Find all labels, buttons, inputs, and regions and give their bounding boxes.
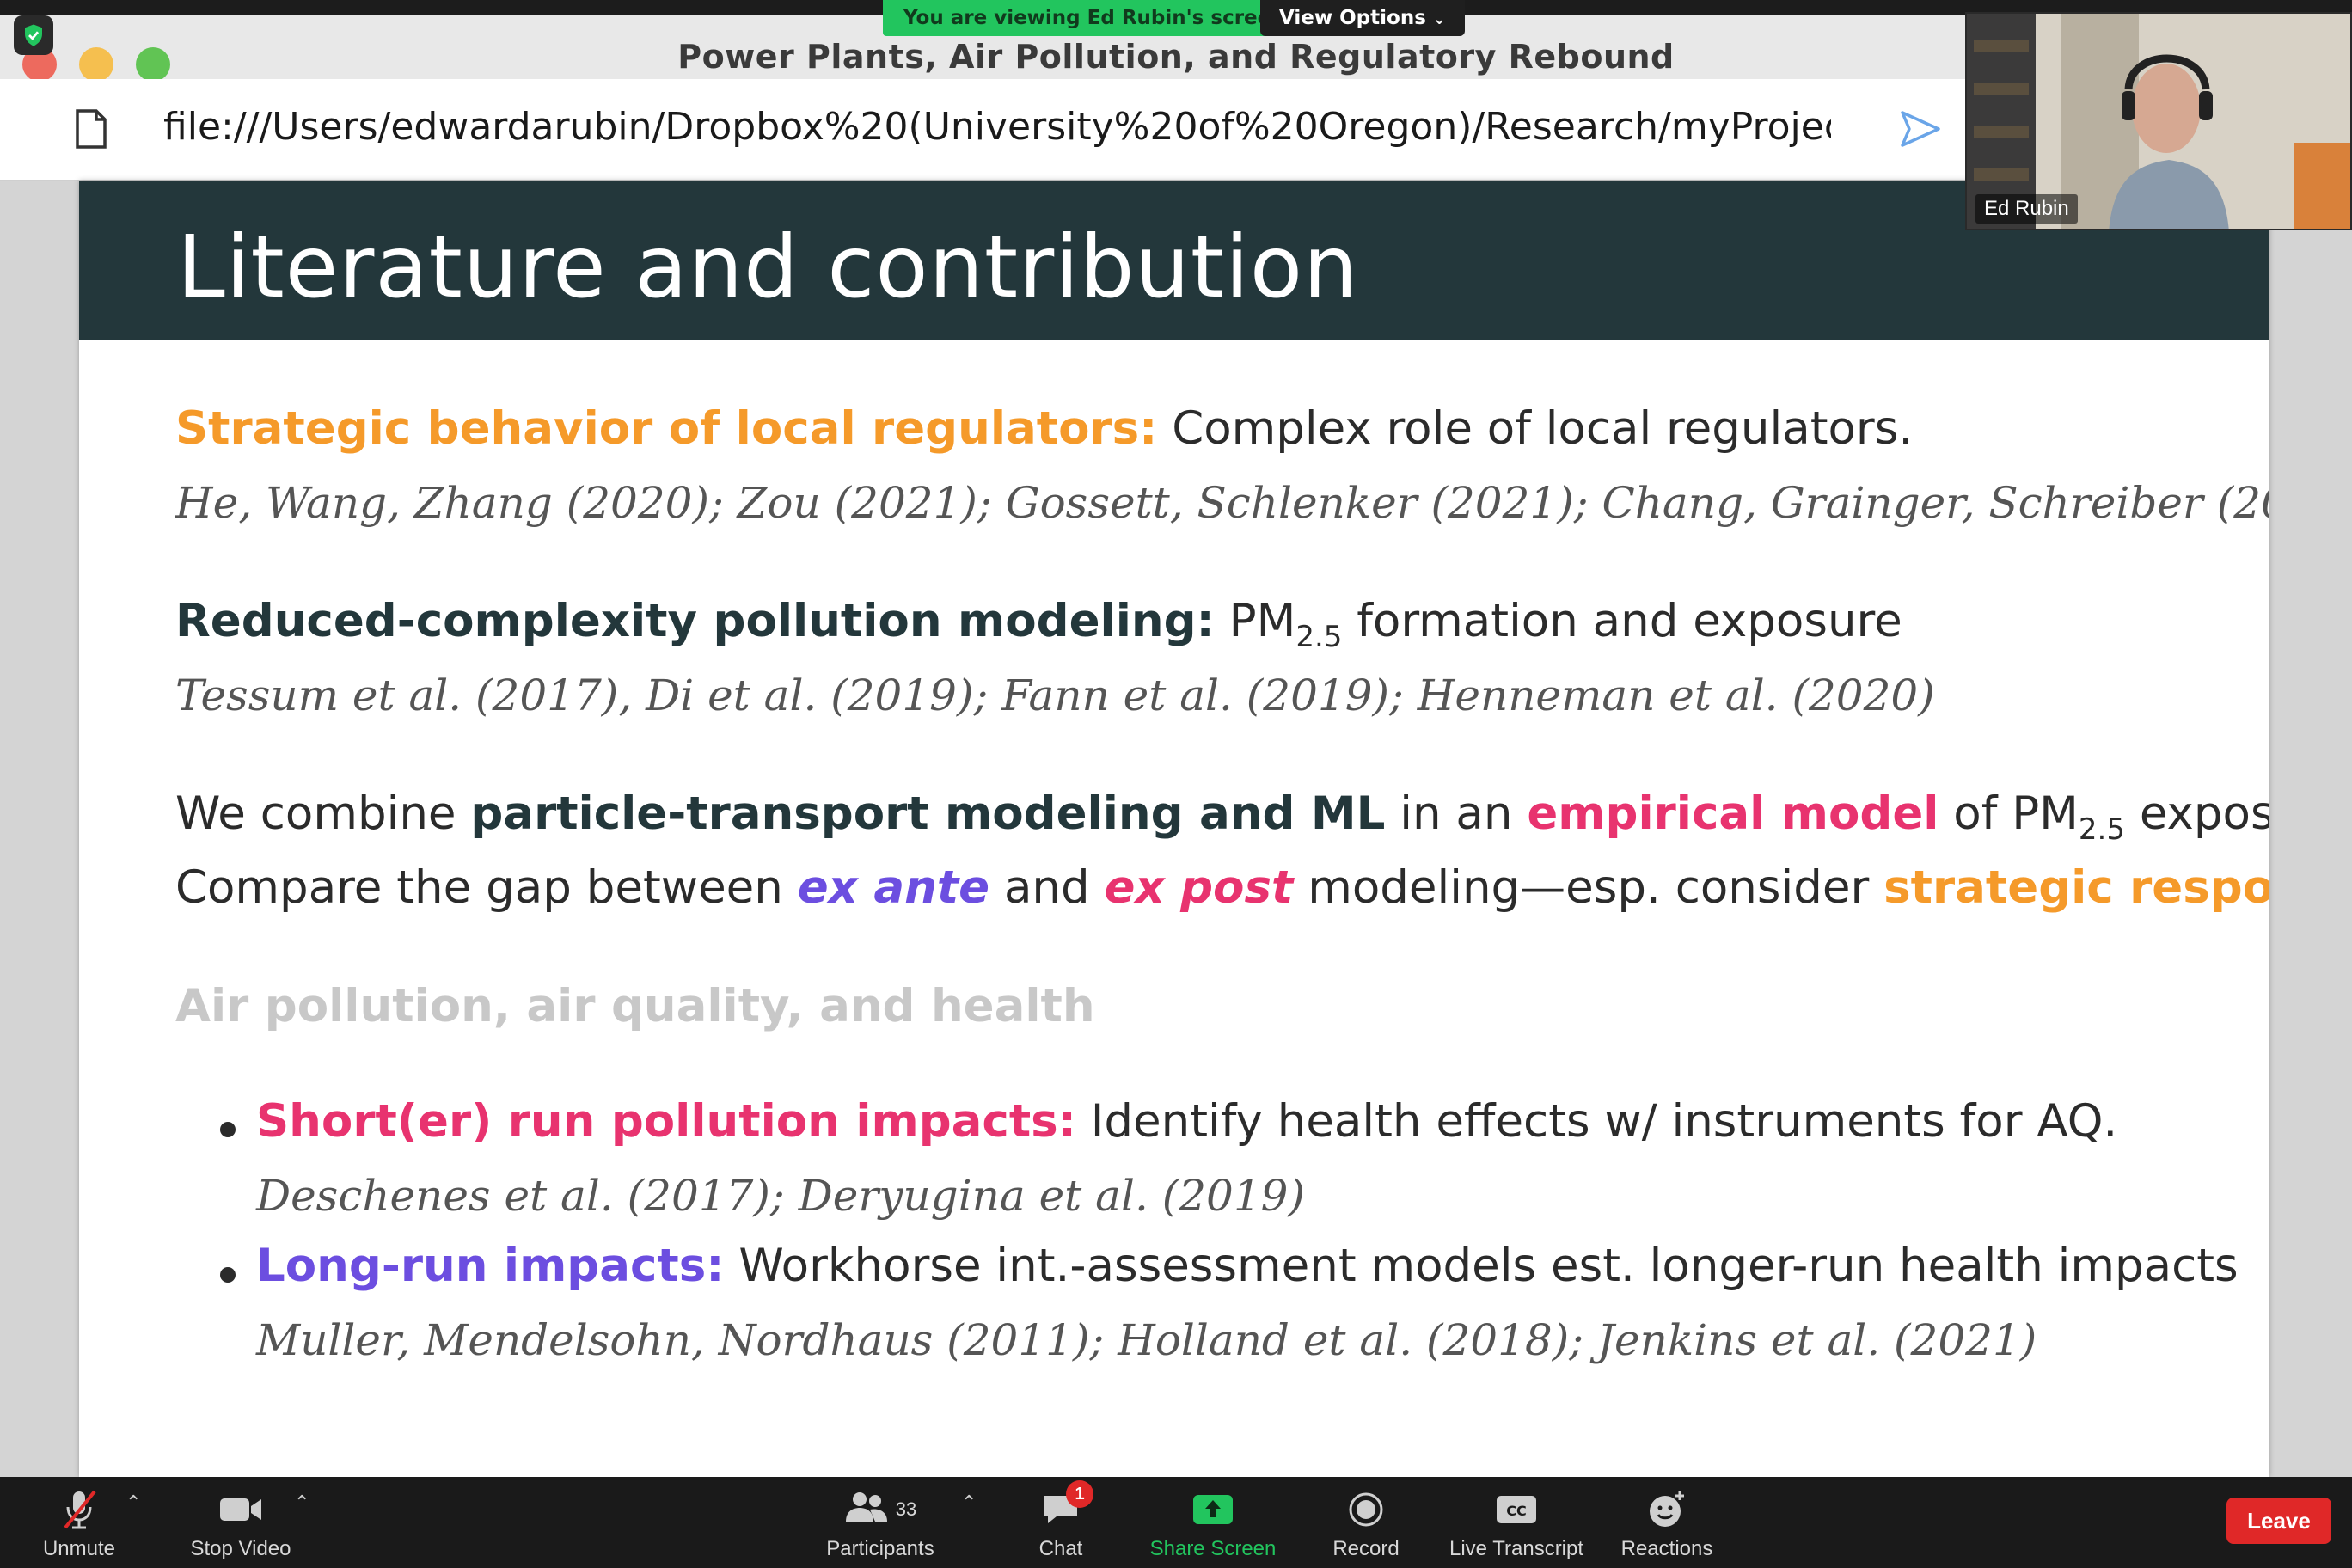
window-maximize-button[interactable] [136,47,170,82]
slide-header: Literature and contribution [79,181,2269,340]
audio-options-caret-icon[interactable]: ⌃ [126,1492,142,1514]
shared-screen: Power Plants, Air Pollution, and Regulat… [0,0,2352,1477]
block3-strategic-responses: strategic responses [1883,861,2269,914]
view-options-label: View Options [1278,7,1426,29]
stop-video-label: Stop Video [190,1537,291,1560]
block3-text: of PM [1939,787,2079,840]
participants-options-caret-icon[interactable]: ⌃ [961,1492,977,1514]
participants-icon [844,1491,889,1529]
file-icon [74,108,108,154]
bullet2-text: Workhorse int.-assessment models est. lo… [724,1240,2239,1292]
bullet1-text: Identify health effects w/ instruments f… [1075,1095,2118,1148]
muted-microphone-icon [28,1487,131,1532]
window-title: Power Plants, Air Pollution, and Regulat… [677,38,1675,76]
bullet1-heading: Short(er) run pollution impacts: [256,1095,1076,1148]
bullet2-citation: Muller, Mendelsohn, Nordhaus (2011); Hol… [256,1315,2037,1365]
bullet1-citation: Deschenes et al. (2017); Deryugina et al… [256,1171,1305,1221]
bullet1-line: Short(er) run pollution impacts: Identif… [256,1095,2117,1148]
live-transcript-button[interactable]: CC Live Transcript [1444,1487,1589,1561]
chevron-down-icon: ⌄ [1432,10,1446,28]
svg-text:CC: CC [1506,1503,1526,1519]
view-options-button[interactable]: View Options ⌄ [1260,0,1465,36]
bullet2-line: Long-run impacts: Workhorse int.-assessm… [256,1240,2239,1292]
block3-text: We combine [175,787,471,840]
block1-citation: He, Wang, Zhang (2020); Zou (2021); Goss… [175,478,2269,528]
block3-emphasis-empirical: empirical model [1527,787,1939,840]
participants-count: 33 [895,1498,917,1520]
block3-line2: Compare the gap between ex ante and ex p… [175,861,2269,914]
block2-pm: PM [1214,595,1296,647]
security-shield-icon[interactable] [14,15,53,55]
viewing-screen-badge: You are viewing Ed Rubin's screen [883,0,1306,36]
share-screen-button[interactable]: Share Screen [1143,1487,1283,1561]
bullet-dot [220,1122,236,1137]
participants-label: Participants [826,1537,934,1560]
speaker-video-tile[interactable]: Ed Rubin [1965,12,2352,230]
bullet-dot [220,1267,236,1283]
record-button[interactable]: Record [1320,1487,1412,1561]
unmute-button[interactable]: Unmute [28,1487,131,1561]
speaker-video-image [1967,14,2350,229]
block2-citation: Tessum et al. (2017), Di et al. (2019); … [175,671,1935,720]
faded-section-heading: Air pollution, air quality, and health [175,980,1095,1032]
leave-meeting-button[interactable]: Leave [2226,1498,2331,1544]
url-text[interactable]: file:///Users/edwardarubin/Dropbox%20(Un… [163,105,1831,149]
block3-text: Compare the gap between [175,861,798,914]
smiley-reaction-icon [1613,1487,1721,1532]
block3-emphasis-ml: particle-transport modeling and ML [470,787,1386,840]
meeting-toolbar: Unmute ⌃ Stop Video ⌃ 33 Participants ⌃ … [0,1477,2352,1568]
bullet2-heading: Long-run impacts: [256,1240,725,1292]
block3-text: in an [1385,787,1528,840]
chat-notification-badge: 1 [1066,1480,1093,1508]
block2-heading: Reduced-complexity pollution modeling: [175,595,1215,647]
chat-button[interactable]: Chat [1014,1487,1107,1561]
block3-text: and [989,861,1105,914]
block2-text: formation and exposure [1342,595,1902,647]
presentation-slide: Literature and contribution Strategic be… [79,181,2269,1477]
video-options-caret-icon[interactable]: ⌃ [294,1492,310,1514]
share-screen-icon [1143,1487,1283,1532]
slide-title: Literature and contribution [177,217,1359,317]
block2-subscript: 2.5 [1295,620,1343,654]
block1-heading: Strategic behavior of local regulators: [175,402,1158,455]
video-camera-icon [181,1487,301,1532]
participants-button[interactable]: 33 Participants [817,1487,944,1561]
window-minimize-button[interactable] [79,47,113,82]
live-transcript-label: Live Transcript [1449,1537,1584,1560]
reactions-button[interactable]: Reactions [1613,1487,1721,1561]
record-icon [1320,1487,1412,1532]
block3-text: modeling—esp. consider [1293,861,1884,914]
block1-text: Complex role of local regulators. [1157,402,1914,455]
record-label: Record [1332,1537,1400,1560]
closed-captions-icon: CC [1444,1487,1589,1532]
block3-ex-ante: ex ante [797,861,990,914]
send-icon[interactable] [1900,110,1941,152]
block2-line: Reduced-complexity pollution modeling: P… [175,595,1902,654]
reactions-label: Reactions [1620,1537,1713,1560]
address-bar[interactable]: file:///Users/edwardarubin/Dropbox%20(Un… [0,79,2352,181]
participants-icon-group: 33 [817,1487,944,1532]
block1-line: Strategic behavior of local regulators: … [175,402,1913,455]
block3-text: exposure. [2139,787,2269,840]
block3-ex-post: ex post [1104,861,1294,914]
stop-video-button[interactable]: Stop Video [181,1487,301,1561]
block3-subscript: 2.5 [2078,812,2125,847]
unmute-label: Unmute [42,1537,116,1560]
share-screen-label: Share Screen [1149,1537,1277,1560]
speaker-name-label: Ed Rubin [1975,194,2078,224]
block3-line1: We combine particle-transport modeling a… [175,787,2269,847]
chat-label: Chat [1038,1537,1083,1560]
